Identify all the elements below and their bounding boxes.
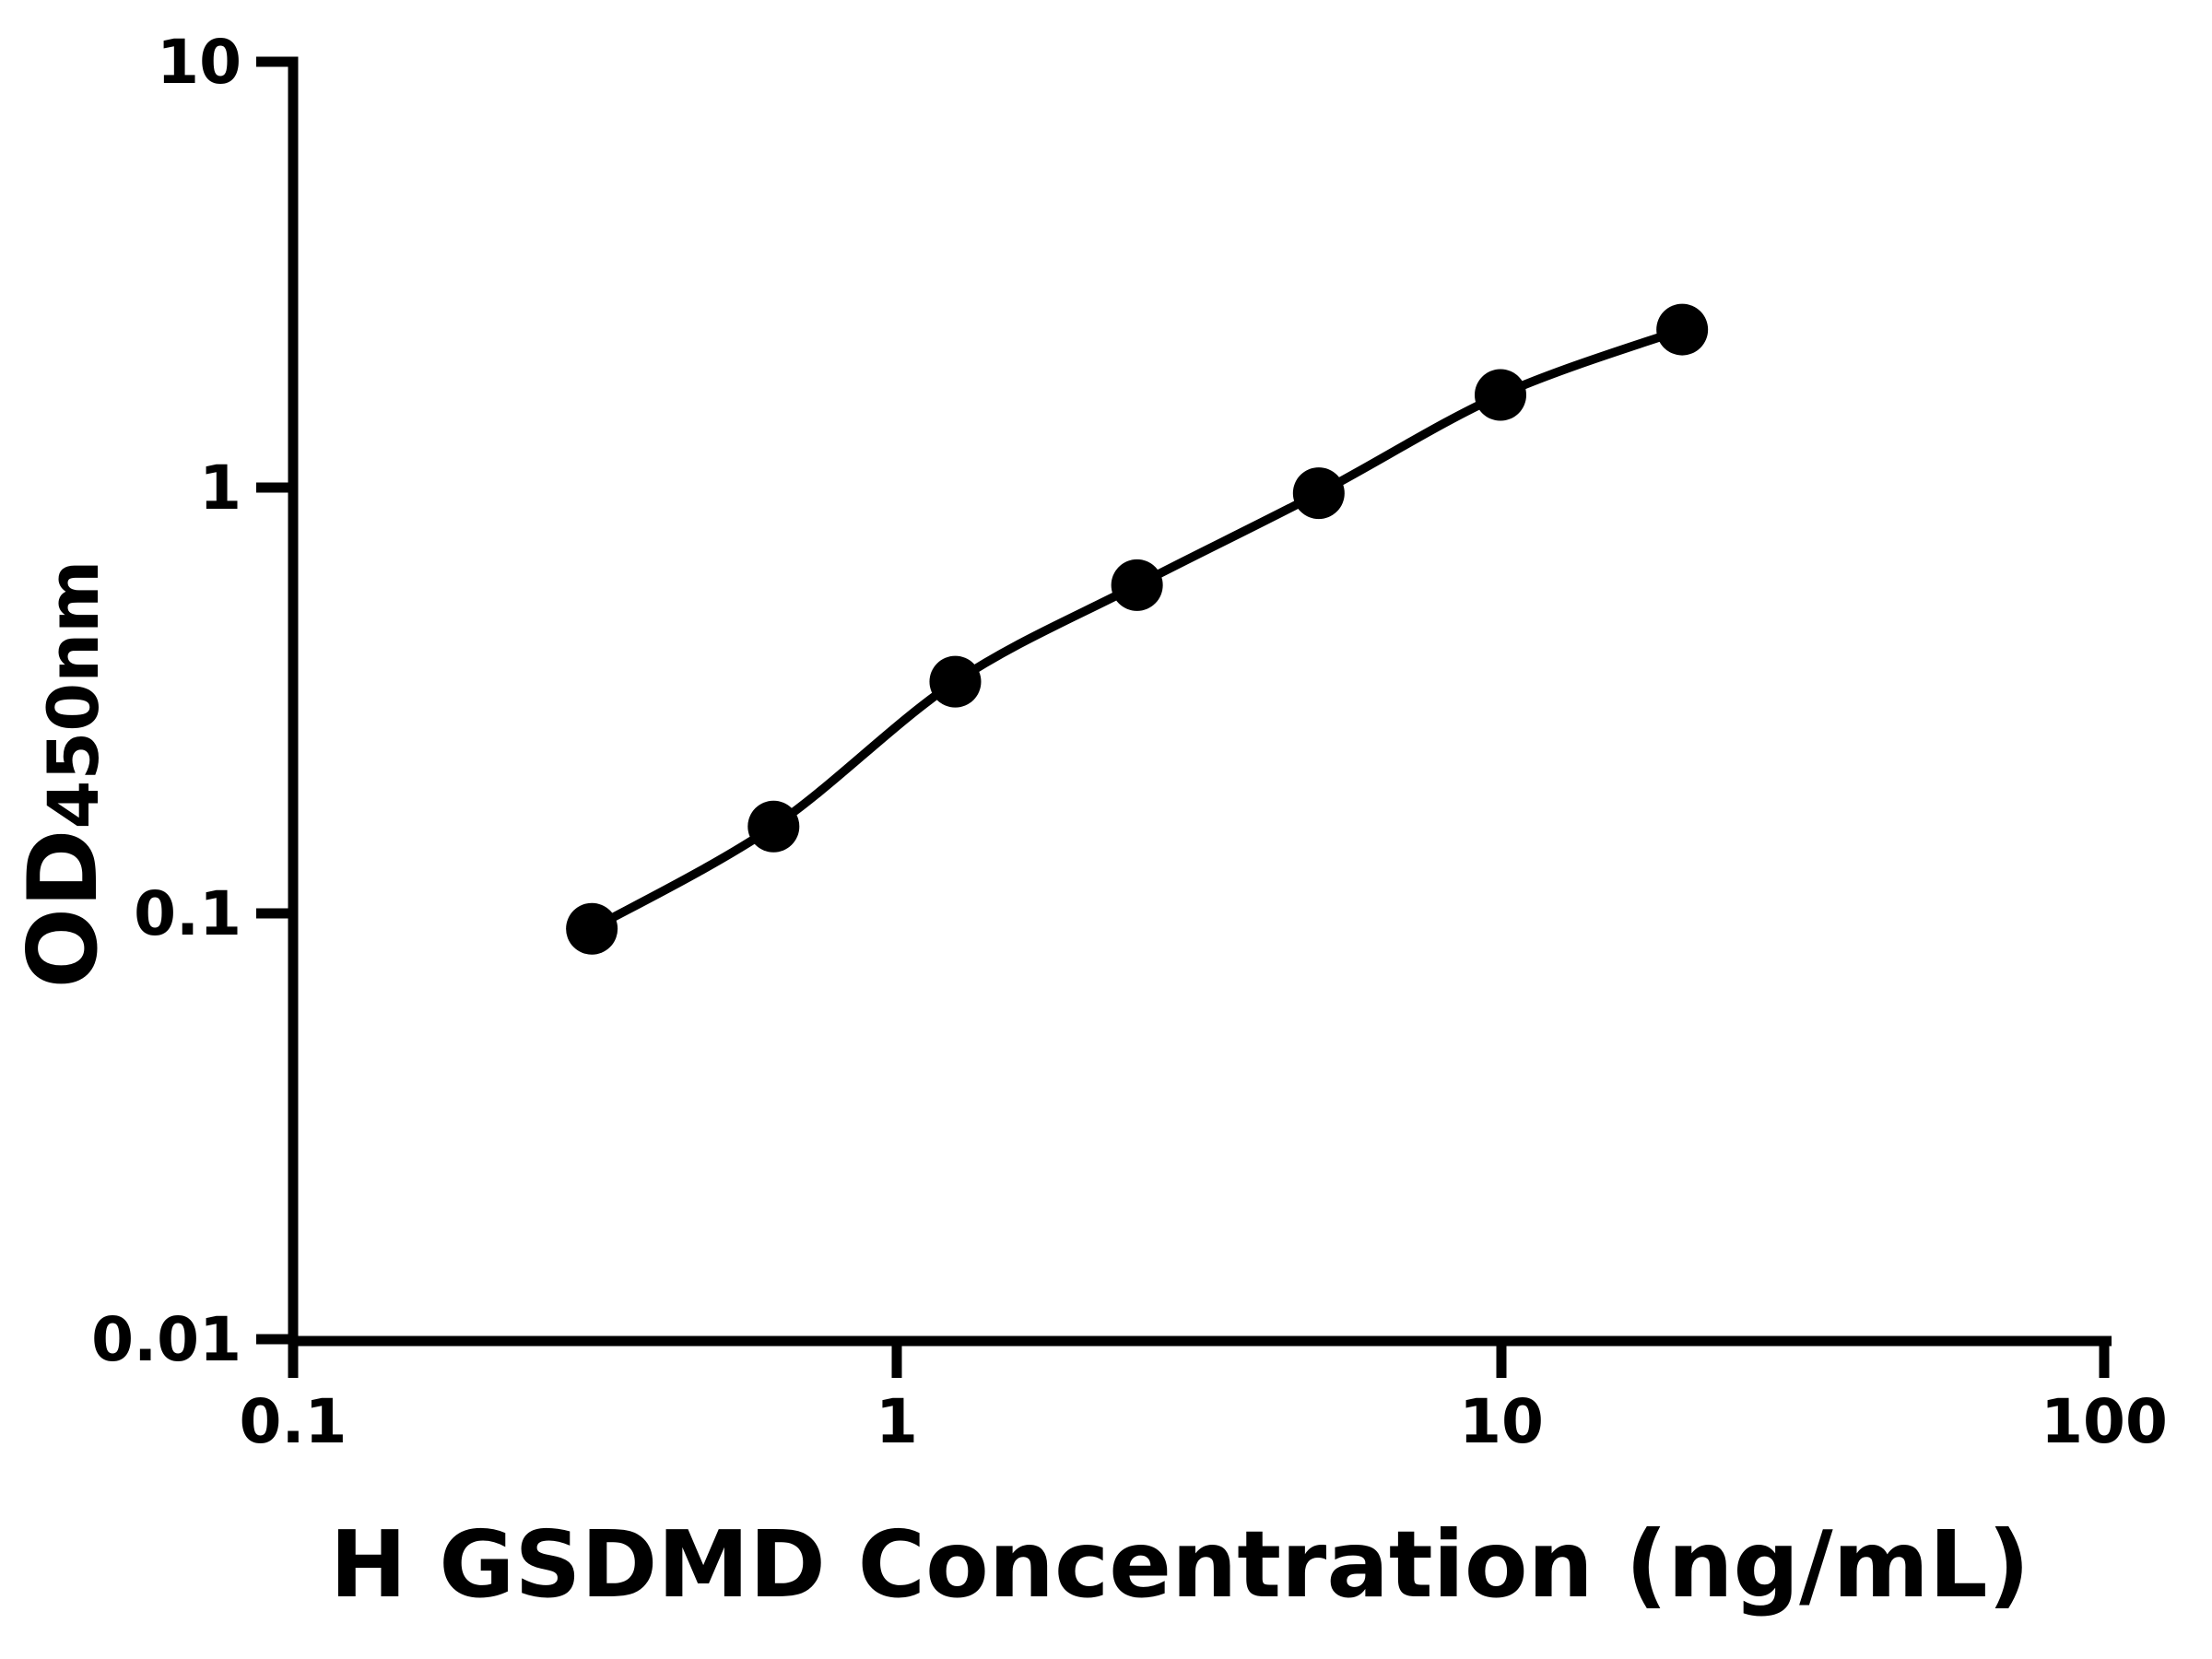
y-tick-label-10: 10: [157, 27, 241, 98]
y-tick-marks: [256, 56, 293, 1345]
data-point: [1292, 467, 1345, 520]
x-tick-label-100: 100: [2041, 1386, 2168, 1457]
data-point: [1475, 369, 1526, 421]
x-tick-marks: [288, 1341, 2110, 1378]
x-tick-label-1: 1: [876, 1386, 918, 1457]
y-axis-title-main: OD: [8, 829, 119, 989]
y-axis-title-subscript: 450nm: [32, 559, 114, 830]
y-tick-label-1: 1: [199, 453, 241, 524]
y-tick-label-0.01: 0.01: [91, 1304, 241, 1375]
y-tick-label-0.1: 0.1: [134, 878, 241, 949]
data-point: [929, 655, 982, 708]
x-tick-label-10: 10: [1459, 1386, 1544, 1457]
data-point: [566, 902, 618, 955]
data-point: [747, 800, 800, 853]
data-point: [1111, 559, 1163, 611]
y-axis-title: OD 450nm: [8, 406, 127, 1143]
x-tick-label-0.1: 0.1: [239, 1386, 347, 1457]
standard-curve-series: [566, 303, 1709, 955]
data-point: [1656, 303, 1709, 356]
x-axis-title: H GSDMD Concentration (ng/mL): [329, 1511, 2030, 1618]
